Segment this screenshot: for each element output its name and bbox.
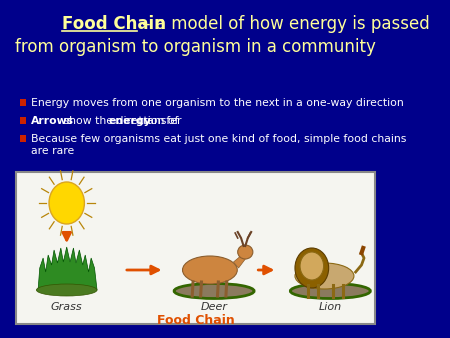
Text: Because few organisms eat just one kind of food, simple food chains
are rare: Because few organisms eat just one kind … [32,134,407,155]
Ellipse shape [174,284,254,298]
Circle shape [295,248,328,288]
Text: Grass: Grass [51,302,82,312]
Text: Food Chain: Food Chain [62,15,166,33]
Text: Deer: Deer [201,302,228,312]
Text: from organism to organism in a community: from organism to organism in a community [15,38,376,56]
Text: Energy moves from one organism to the next in a one-way direction: Energy moves from one organism to the ne… [32,98,404,108]
Text: Food Chain: Food Chain [157,314,234,327]
Ellipse shape [290,284,370,298]
Text: – a model of how energy is passed: – a model of how energy is passed [137,15,430,33]
Circle shape [300,252,324,280]
Bar [20,135,26,142]
FancyBboxPatch shape [16,172,375,324]
Bar [20,117,26,124]
Circle shape [49,182,85,224]
Text: Lion: Lion [319,302,342,312]
Text: energy: energy [109,116,152,126]
Bar [20,99,26,106]
Ellipse shape [238,245,253,259]
Text: transfer: transfer [135,116,181,126]
Text: Arrows: Arrows [32,116,74,126]
Text: show the direction of: show the direction of [60,116,182,126]
Ellipse shape [295,263,354,289]
Polygon shape [38,247,97,290]
Ellipse shape [183,256,237,284]
Ellipse shape [36,284,97,296]
Polygon shape [234,255,246,268]
